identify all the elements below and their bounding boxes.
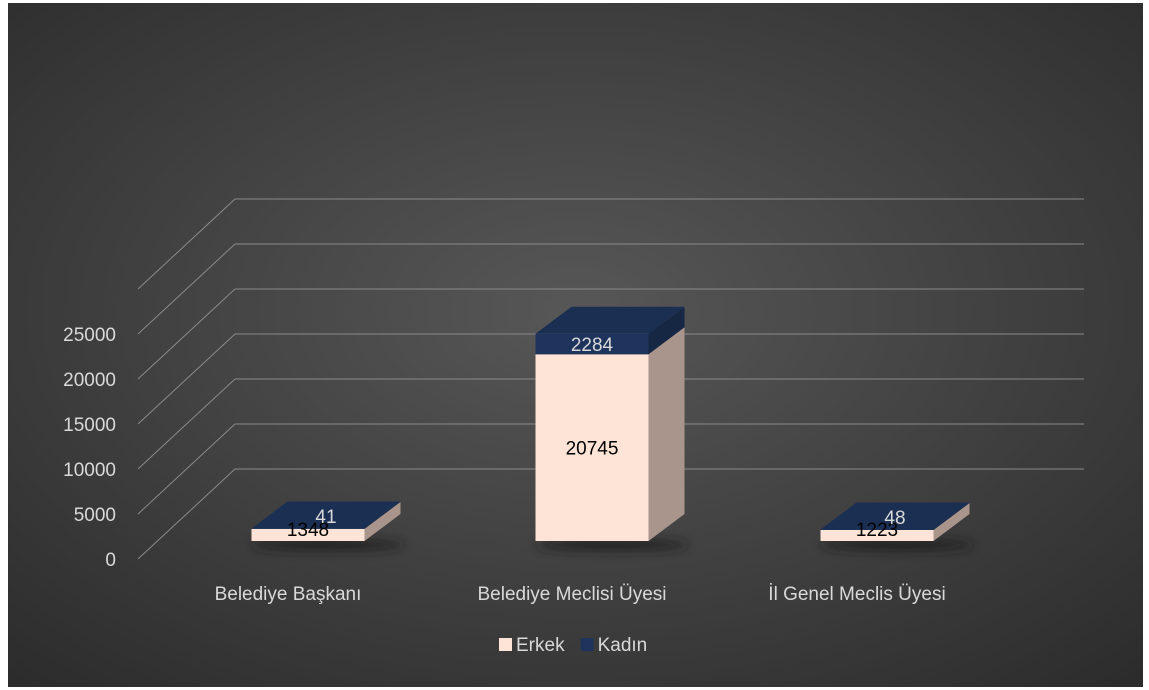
category-label: Belediye Başkanı xyxy=(215,584,362,605)
gridline-side-4 xyxy=(137,288,236,380)
bar-side-kadın xyxy=(364,501,401,529)
bar-side-kadın xyxy=(933,502,970,530)
bar-side-erkek xyxy=(364,501,401,541)
bar-shadow xyxy=(251,539,405,551)
category-labels: Belediye Başkanı Belediye Meclisi Üyesi İl… xyxy=(215,584,946,605)
bar-front-erkek xyxy=(251,528,365,541)
data-label-erkek: 1223 xyxy=(856,520,898,541)
data-label-erkek: 20745 xyxy=(566,439,619,460)
gridline-side-1 xyxy=(137,423,236,515)
y-tick-label: 20000 xyxy=(63,370,116,391)
bar-front-erkek xyxy=(820,529,934,541)
y-tick-label: 25000 xyxy=(63,325,116,346)
bar-side-kadın xyxy=(648,306,685,355)
legend-label-erkek: Erkek xyxy=(516,635,565,656)
legend-swatch-kadın xyxy=(580,638,594,651)
bar-shadow xyxy=(820,539,974,551)
gridline-side-5 xyxy=(137,243,236,335)
bar-side-erkek xyxy=(648,327,685,541)
y-tick-label: 0 xyxy=(105,550,116,571)
category-label: Belediye Meclisi Üyesi xyxy=(477,584,666,605)
gridline-side-0 xyxy=(137,468,236,560)
data-label-kadin: 41 xyxy=(315,507,336,528)
y-tick-label: 10000 xyxy=(63,460,116,481)
y-tick-label: 15000 xyxy=(63,415,116,436)
data-label-erkek: 1348 xyxy=(287,520,329,541)
bar-front-kadın xyxy=(535,333,649,355)
category-label: İl Genel Meclis Üyesi xyxy=(768,584,945,605)
bar-front-erkek xyxy=(535,354,649,541)
legend-label-kadın: Kadın xyxy=(598,635,648,656)
data-label-kadin: 2284 xyxy=(571,335,614,356)
bar-side-erkek xyxy=(933,502,970,541)
bar-top-face xyxy=(820,502,970,530)
bar-shadow xyxy=(535,539,689,551)
gridline-side-6 xyxy=(137,198,236,290)
bar-top-face xyxy=(535,306,685,334)
gridline-side-2 xyxy=(137,378,236,470)
data-label-kadin: 48 xyxy=(884,508,905,529)
chart-frame: 0 5000 10000 15000 20000 25000 1348 41 20745 228… xyxy=(8,3,1143,687)
y-axis-ticks: 0 5000 10000 15000 20000 25000 xyxy=(63,325,116,571)
gridline-side-3 xyxy=(137,333,236,425)
y-tick-label: 5000 xyxy=(74,505,116,526)
legend: Erkek Kadın xyxy=(499,635,647,656)
bar-top-face xyxy=(251,501,401,529)
legend-swatch-erkek xyxy=(499,638,512,651)
